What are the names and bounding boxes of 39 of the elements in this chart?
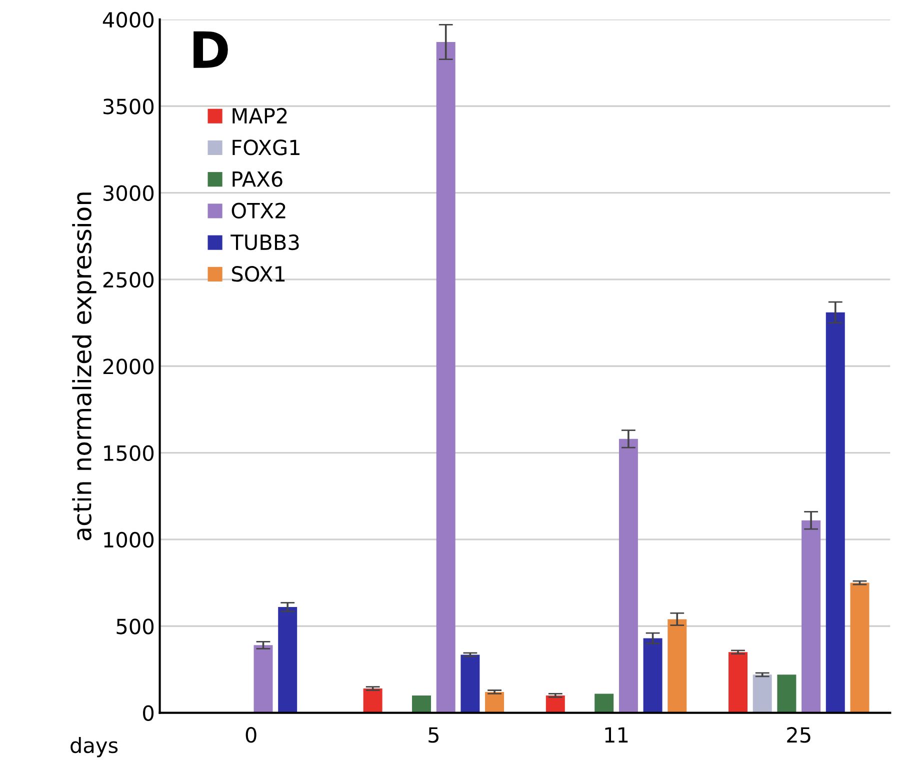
y-tick-label: 4000 bbox=[102, 12, 154, 28]
legend-label: FOXG1 bbox=[232, 140, 300, 156]
x-tick-label: 11 bbox=[605, 727, 628, 743]
bar bbox=[777, 674, 796, 713]
legend-label: SOX1 bbox=[232, 266, 285, 282]
legend-label: OTX2 bbox=[232, 202, 286, 219]
bar bbox=[802, 520, 821, 713]
y-axis-title: actin normalized expression bbox=[72, 192, 96, 540]
bar bbox=[668, 619, 687, 713]
bar bbox=[278, 607, 298, 713]
y-tick-label: 500 bbox=[116, 618, 154, 634]
legend-label: MAP2 bbox=[232, 108, 287, 124]
x-tick-label: 25 bbox=[787, 727, 810, 743]
bar bbox=[254, 645, 273, 713]
y-tick-label: 0 bbox=[143, 705, 154, 721]
bar bbox=[485, 692, 504, 713]
x-tick-label: 0 bbox=[246, 727, 256, 743]
bar bbox=[618, 438, 638, 713]
y-tick-label: 2500 bbox=[103, 272, 154, 288]
legend-label: PAX6 bbox=[232, 171, 282, 187]
bar bbox=[594, 694, 614, 713]
bar bbox=[643, 638, 662, 713]
y-tick-label: 3000 bbox=[103, 185, 154, 202]
bar bbox=[850, 582, 870, 713]
bar bbox=[728, 652, 748, 713]
y-tick-label: 1500 bbox=[104, 445, 154, 462]
y-tick-label: 1000 bbox=[104, 532, 154, 548]
bar bbox=[752, 674, 772, 713]
y-tick-label: 2000 bbox=[103, 358, 154, 374]
x-tick-label: 5 bbox=[428, 727, 438, 743]
bar bbox=[436, 42, 456, 713]
x-axis-title: days bbox=[70, 737, 118, 758]
legend-label: TUBB3 bbox=[230, 234, 299, 250]
bar bbox=[826, 312, 845, 713]
annotation: D bbox=[194, 31, 228, 68]
bar bbox=[412, 695, 431, 713]
bar bbox=[460, 654, 480, 713]
y-tick-label: 3500 bbox=[103, 98, 154, 114]
bar bbox=[363, 688, 382, 713]
